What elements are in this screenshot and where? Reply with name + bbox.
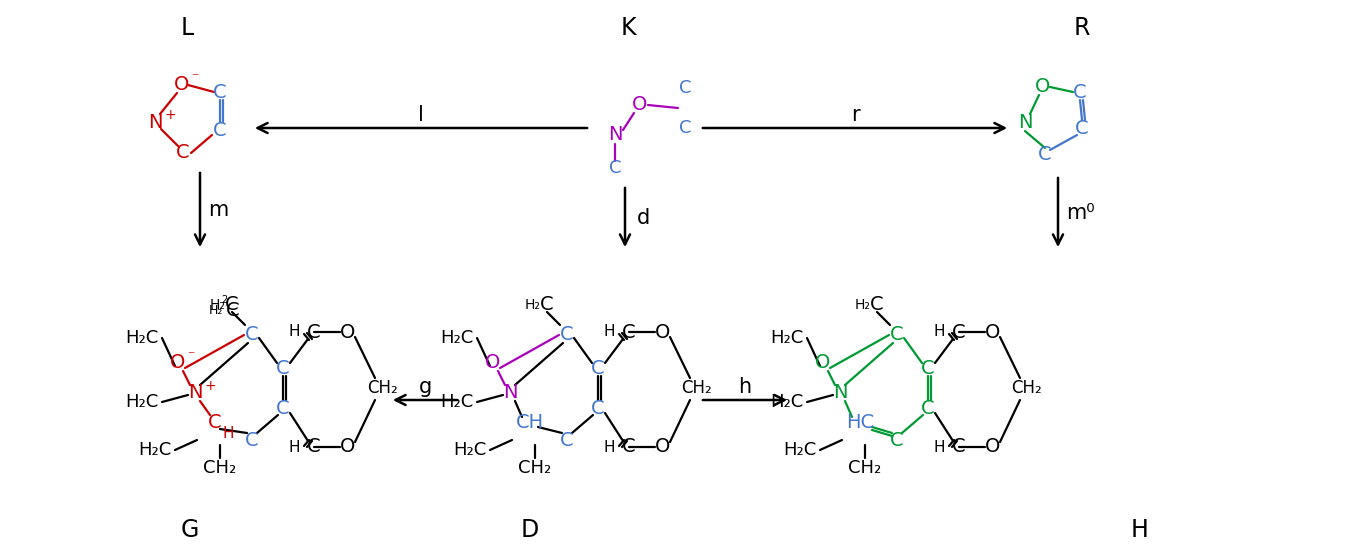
Text: N: N [147,113,162,131]
Text: C: C [891,430,904,450]
Text: C: C [870,295,884,315]
Text: O: O [985,438,1001,457]
Text: H: H [933,324,945,340]
Text: H₂C: H₂C [771,329,803,347]
Text: H₂: H₂ [855,298,872,312]
Text: H₂C: H₂C [125,329,158,347]
Text: O: O [655,323,671,341]
Text: CH₂: CH₂ [367,379,397,397]
Text: O: O [486,353,501,373]
Text: CH: CH [516,412,544,432]
Text: d: d [637,208,649,228]
Text: C: C [622,323,636,341]
Text: CH₂: CH₂ [203,459,236,477]
Text: C: C [276,358,289,377]
Text: C: C [608,159,621,177]
Text: C: C [246,430,259,450]
Text: C: C [213,120,226,139]
Text: l: l [417,105,424,125]
Text: C: C [213,83,226,102]
Text: O: O [633,96,648,114]
Text: C: C [1073,83,1087,102]
Text: H: H [933,439,945,455]
Text: CH₂: CH₂ [518,459,551,477]
Text: H₂C: H₂C [441,393,473,411]
Text: C: C [561,430,574,450]
Text: C: C [226,300,240,319]
Text: H: H [1131,518,1148,542]
Text: CH₂: CH₂ [848,459,881,477]
Text: G: G [181,518,199,542]
Text: 2: 2 [221,295,228,305]
Text: +: + [205,379,216,393]
Text: N: N [188,383,202,403]
Text: HC: HC [846,412,874,432]
Text: m: m [207,200,228,220]
Text: K: K [621,16,636,40]
Text: H₂: H₂ [210,298,226,312]
Text: N: N [833,383,847,403]
Text: C: C [952,323,966,341]
Text: N: N [1018,113,1033,131]
Text: C: C [246,325,259,345]
Text: g: g [419,377,431,397]
Text: H: H [289,439,300,455]
Text: C: C [891,325,904,345]
Text: O: O [340,438,356,457]
Text: H: H [603,439,615,455]
Text: m⁰: m⁰ [1065,203,1094,223]
Text: O: O [1035,78,1050,96]
Text: C: C [952,438,966,457]
Text: ⁻: ⁻ [187,349,195,363]
Text: C: C [561,325,574,345]
Text: O: O [340,323,356,341]
Text: O: O [170,353,186,373]
Text: C: C [176,143,190,162]
Text: C: C [540,295,554,315]
Text: H₂C: H₂C [453,441,487,459]
Text: H: H [222,427,235,441]
Text: +: + [164,108,176,122]
Text: H₂C: H₂C [138,441,172,459]
Text: C: C [209,412,222,432]
Text: D: D [521,518,539,542]
Text: H₂C: H₂C [441,329,473,347]
Text: C: C [591,358,604,377]
Text: O: O [985,323,1001,341]
Text: C: C [921,399,934,417]
Text: H₂C: H₂C [771,393,803,411]
Text: H₂C: H₂C [125,393,158,411]
Text: r: r [851,105,859,125]
Text: N: N [608,125,622,144]
Text: CH₂: CH₂ [1012,379,1042,397]
Text: C: C [225,295,239,315]
Text: CH₂: CH₂ [682,379,712,397]
Text: N: N [503,383,517,403]
Text: C: C [1075,119,1088,137]
Text: H₂: H₂ [209,304,222,317]
Text: ⁻: ⁻ [191,71,198,85]
Text: C: C [1038,146,1052,165]
Text: L: L [180,16,194,40]
Text: H: H [603,324,615,340]
Text: C: C [679,79,692,97]
Text: H₂C: H₂C [783,441,817,459]
Text: h: h [738,377,752,397]
Text: C: C [307,438,321,457]
Text: H₂: H₂ [525,298,542,312]
Text: C: C [622,438,636,457]
Text: C: C [307,323,321,341]
Text: C: C [921,358,934,377]
Text: O: O [816,353,831,373]
Text: C: C [679,119,692,137]
Text: R: R [1073,16,1090,40]
Text: O: O [655,438,671,457]
Text: H: H [289,324,300,340]
Text: C: C [591,399,604,417]
Text: O: O [175,75,190,95]
Text: C: C [276,399,289,417]
